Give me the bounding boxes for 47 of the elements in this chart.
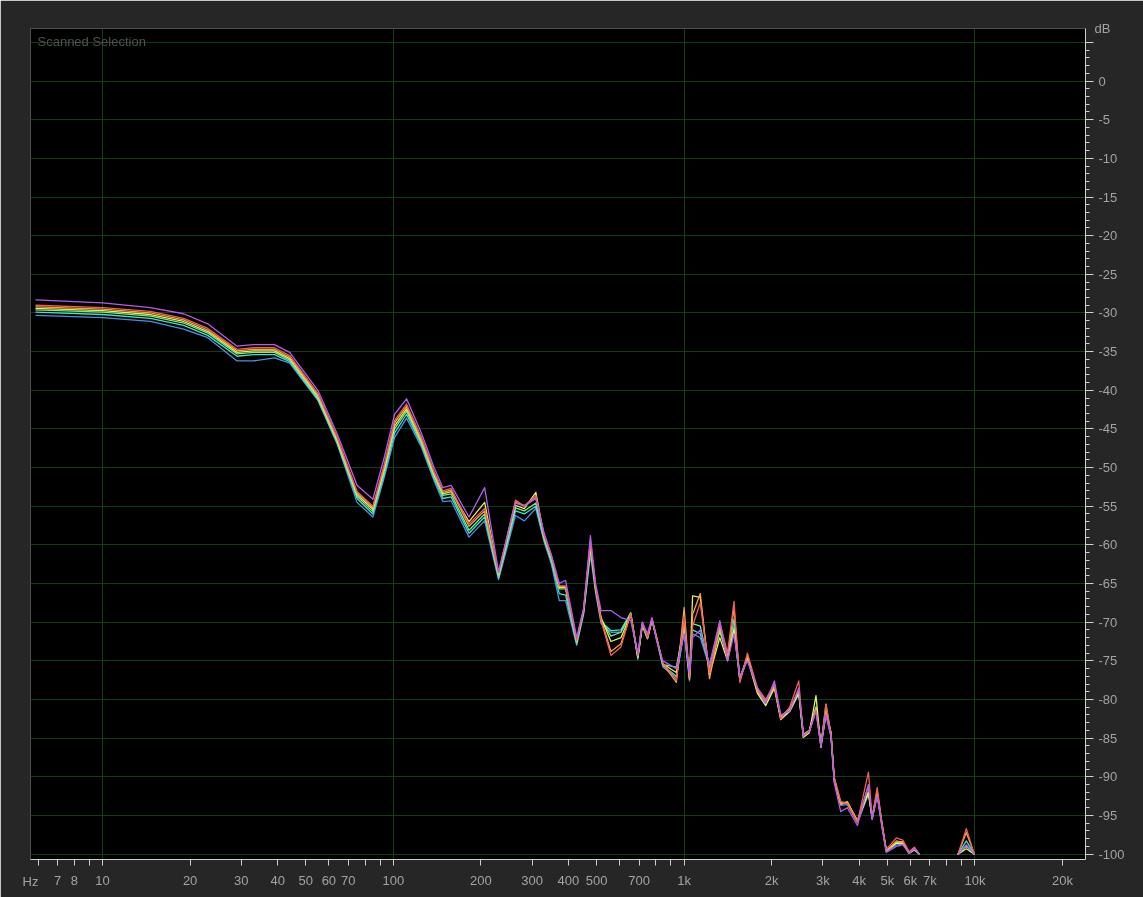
x-tick-label: 7 [53, 872, 62, 888]
x-tick-label: 3k [816, 872, 831, 888]
y-tick-label: -10 [1098, 150, 1118, 166]
y-tick-label: 0 [1098, 73, 1106, 89]
x-tick-label: 30 [234, 872, 249, 888]
x-tick-label: 60 [321, 872, 337, 888]
y-tick-label: -60 [1098, 537, 1118, 553]
x-tick-label: 500 [585, 872, 608, 888]
x-tick-label: 100 [382, 872, 405, 888]
x-tick-label: 200 [470, 872, 492, 888]
x-tick-label: 8 [70, 872, 79, 888]
x-tick-label: 400 [557, 872, 580, 888]
y-tick-label: -20 [1098, 228, 1118, 244]
x-tick-label: 2k [764, 872, 780, 888]
y-tick-label: -70 [1098, 614, 1118, 630]
x-tick-label: 20 [182, 872, 198, 888]
x-tick-label: 10 [95, 872, 110, 888]
x-tick-label: 300 [521, 872, 543, 888]
y-tick-label: -95 [1098, 807, 1118, 823]
y-tick-label: -5 [1098, 112, 1111, 128]
y-tick-label: -90 [1098, 769, 1118, 785]
y-tick-label: -45 [1098, 421, 1118, 437]
y-tick-label: -55 [1098, 498, 1118, 514]
y-tick-label: -25 [1098, 266, 1118, 282]
x-tick-label: 50 [298, 872, 314, 888]
y-tick-label: -85 [1098, 730, 1118, 746]
y-tick-label: -15 [1098, 189, 1118, 205]
y-tick-label: -40 [1098, 382, 1118, 398]
x-tick-label: 700 [628, 872, 650, 888]
y-tick-label: -35 [1098, 344, 1118, 360]
x-tick-label: 5k [880, 872, 895, 888]
x-tick-label: 10k [964, 872, 986, 888]
x-axis-title: Hz [22, 873, 39, 889]
x-tick-label: 6k [903, 872, 918, 888]
x-tick-label: 70 [341, 872, 356, 888]
y-tick-label: -80 [1098, 691, 1118, 707]
x-tick-label: 40 [270, 872, 285, 888]
y-axis-title: dB [1094, 21, 1111, 36]
y-tick-label: -75 [1098, 653, 1118, 669]
x-tick-label: 1k [677, 872, 692, 888]
x-tick-label: 7k [923, 872, 938, 888]
y-tick-label: -100 [1098, 846, 1125, 862]
x-tick-label: 4k [852, 872, 867, 888]
y-tick-label: -65 [1098, 576, 1118, 592]
y-tick-label: -30 [1098, 305, 1118, 321]
x-tick-label: 20k [1052, 872, 1074, 888]
y-tick-label: -50 [1098, 460, 1118, 476]
